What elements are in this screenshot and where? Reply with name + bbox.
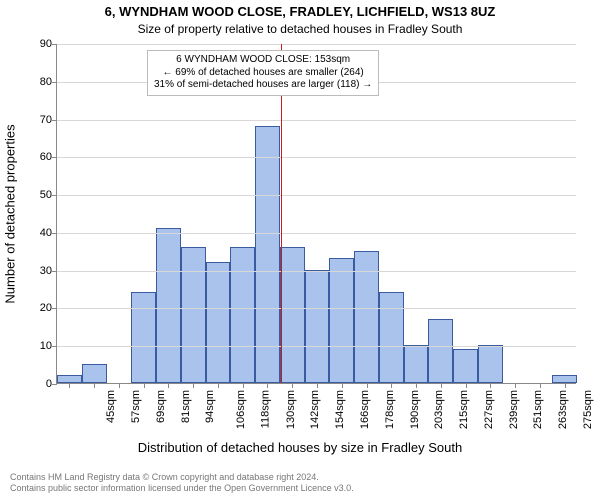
x-tick-label: 251sqm [532, 390, 544, 429]
y-tick-mark [52, 195, 57, 196]
x-tick-mark [69, 383, 70, 388]
bar [453, 349, 478, 383]
x-tick-label: 203sqm [433, 390, 445, 429]
bar [552, 375, 577, 383]
legend-line: 31% of semi-detached houses are larger (… [154, 79, 372, 92]
x-tick-mark [515, 383, 516, 388]
y-tick-label: 20 [12, 302, 52, 314]
x-tick-mark [367, 383, 368, 388]
x-tick-mark [342, 383, 343, 388]
y-tick-mark [52, 384, 57, 385]
x-tick-mark [144, 383, 145, 388]
bar [82, 364, 107, 383]
gridline [57, 308, 576, 309]
y-tick-mark [52, 44, 57, 45]
x-tick-mark [119, 383, 120, 388]
bar [329, 258, 354, 383]
y-tick-label: 40 [12, 227, 52, 239]
gridline [57, 271, 576, 272]
x-tick-label: 154sqm [334, 390, 346, 429]
x-tick-label: 106sqm [235, 390, 247, 429]
x-tick-label: 57sqm [130, 390, 142, 423]
bar [255, 126, 280, 383]
footer-line-2: Contains public sector information licen… [10, 483, 354, 494]
y-tick-label: 10 [12, 340, 52, 352]
x-tick-mark [317, 383, 318, 388]
footer-attribution: Contains HM Land Registry data © Crown c… [10, 472, 354, 494]
x-tick-label: 81sqm [180, 390, 192, 423]
bar [206, 262, 231, 383]
x-tick-mark [416, 383, 417, 388]
x-tick-label: 263sqm [557, 390, 569, 429]
footer-line-1: Contains HM Land Registry data © Crown c… [10, 472, 354, 483]
x-tick-mark [243, 383, 244, 388]
chart-container: 6, WYNDHAM WOOD CLOSE, FRADLEY, LICHFIEL… [0, 0, 600, 500]
x-tick-mark [565, 383, 566, 388]
x-tick-label: 227sqm [483, 390, 495, 429]
x-tick-label: 275sqm [582, 390, 594, 429]
bar [230, 247, 255, 383]
x-tick-label: 45sqm [105, 390, 117, 423]
plot-area: 6 WYNDHAM WOOD CLOSE: 153sqm← 69% of det… [56, 44, 576, 384]
x-tick-mark [540, 383, 541, 388]
x-tick-label: 178sqm [384, 390, 396, 429]
chart-title-main: 6, WYNDHAM WOOD CLOSE, FRADLEY, LICHFIEL… [0, 4, 600, 19]
x-tick-mark [168, 383, 169, 388]
y-tick-label: 70 [12, 114, 52, 126]
gridline [57, 233, 576, 234]
gridline [57, 157, 576, 158]
y-tick-mark [52, 120, 57, 121]
legend-box: 6 WYNDHAM WOOD CLOSE: 153sqm← 69% of det… [147, 50, 379, 96]
y-tick-mark [52, 346, 57, 347]
y-tick-mark [52, 82, 57, 83]
y-tick-mark [52, 157, 57, 158]
bar [156, 228, 181, 383]
legend-line: ← 69% of detached houses are smaller (26… [154, 67, 372, 80]
x-tick-mark [267, 383, 268, 388]
y-tick-label: 60 [12, 151, 52, 163]
bar [57, 375, 82, 383]
x-tick-label: 239sqm [508, 390, 520, 429]
x-tick-mark [292, 383, 293, 388]
y-tick-mark [52, 271, 57, 272]
x-tick-mark [441, 383, 442, 388]
bar [305, 270, 330, 383]
x-tick-label: 190sqm [409, 390, 421, 429]
y-tick-label: 50 [12, 189, 52, 201]
y-tick-mark [52, 233, 57, 234]
x-tick-mark [490, 383, 491, 388]
bar [404, 345, 429, 383]
gridline [57, 195, 576, 196]
x-tick-label: 118sqm [259, 390, 271, 428]
bar [181, 247, 206, 383]
y-tick-label: 0 [12, 378, 52, 390]
chart-title-sub: Size of property relative to detached ho… [0, 22, 600, 36]
gridline [57, 120, 576, 121]
x-tick-label: 142sqm [310, 390, 322, 429]
gridline [57, 44, 576, 45]
y-tick-label: 90 [12, 38, 52, 50]
x-tick-mark [466, 383, 467, 388]
bar [428, 319, 453, 383]
bar [379, 292, 404, 383]
x-tick-label: 130sqm [285, 390, 297, 429]
x-tick-label: 215sqm [458, 390, 470, 429]
gridline [57, 346, 576, 347]
x-axis-label: Distribution of detached houses by size … [0, 440, 600, 455]
x-tick-mark [391, 383, 392, 388]
y-tick-mark [52, 308, 57, 309]
x-tick-label: 166sqm [359, 390, 371, 429]
x-tick-mark [218, 383, 219, 388]
x-tick-mark [94, 383, 95, 388]
y-tick-label: 30 [12, 265, 52, 277]
x-tick-label: 94sqm [204, 390, 216, 423]
bar [478, 345, 503, 383]
bar [131, 292, 156, 383]
bar [280, 247, 305, 383]
legend-line: 6 WYNDHAM WOOD CLOSE: 153sqm [154, 54, 372, 67]
x-tick-mark [193, 383, 194, 388]
y-tick-label: 80 [12, 76, 52, 88]
x-tick-label: 69sqm [155, 390, 167, 423]
